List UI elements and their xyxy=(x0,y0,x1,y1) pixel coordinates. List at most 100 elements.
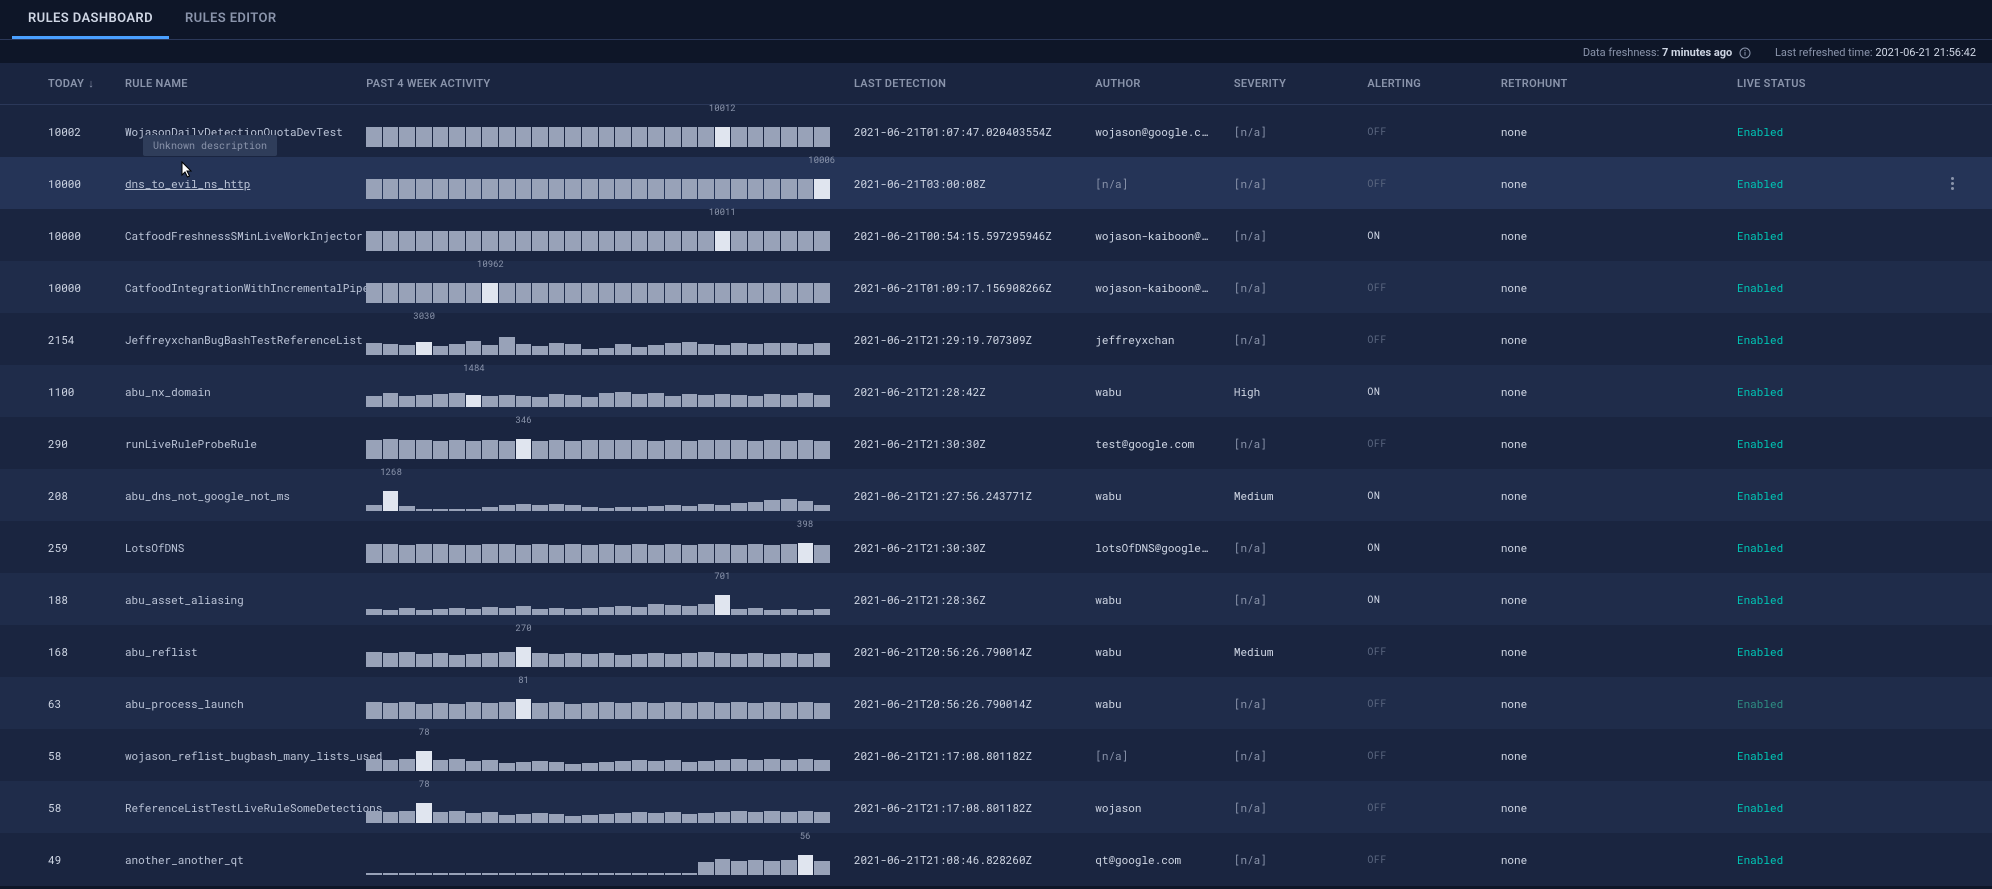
rule-name-link[interactable]: wojason_reflist_bugbash_many_lists_used xyxy=(125,748,382,763)
rule-name-link[interactable]: abu_dns_not_google_not_ms xyxy=(125,488,290,503)
spark-bar xyxy=(532,873,548,875)
cell-rulename[interactable]: CatfoodIntegrationWithIncrementalPipelin… xyxy=(113,261,354,313)
spark-bar xyxy=(781,499,797,511)
tab-rules-editor[interactable]: RULES EDITOR xyxy=(169,0,293,39)
cell-livestatus[interactable]: Enabled xyxy=(1725,313,1930,365)
cell-alerting[interactable]: OFF xyxy=(1355,729,1488,781)
table-row[interactable]: 168abu_reflist2702021-06-21T20:56:26.790… xyxy=(0,625,1992,677)
tab-rules-dashboard[interactable]: RULES DASHBOARD xyxy=(12,0,169,39)
col-header-actions[interactable] xyxy=(1930,63,1992,105)
spark-bar xyxy=(798,543,814,563)
cell-livestatus[interactable]: Enabled xyxy=(1725,625,1930,677)
col-header-author[interactable]: AUTHOR xyxy=(1083,63,1222,105)
col-header-alerting[interactable]: ALERTING xyxy=(1355,63,1488,105)
cell-alerting[interactable]: ON xyxy=(1355,365,1488,417)
spark-bar xyxy=(632,347,648,355)
table-row[interactable]: 290runLiveRuleProbeRule3462021-06-21T21:… xyxy=(0,417,1992,469)
rule-name-link[interactable]: WojasonDailyDetectionQuotaDevTest xyxy=(125,124,343,139)
cell-rulename[interactable]: wojason_reflist_bugbash_many_lists_used xyxy=(113,729,354,781)
spark-peak-label: 270 xyxy=(515,623,531,634)
cell-livestatus[interactable]: Enabled xyxy=(1725,781,1930,833)
table-row[interactable]: 58wojason_reflist_bugbash_many_lists_use… xyxy=(0,729,1992,781)
cell-rulename[interactable]: CatfoodFreshnessSMinLiveWorkInjector xyxy=(113,209,354,261)
cell-livestatus[interactable]: Enabled xyxy=(1725,365,1930,417)
cell-alerting[interactable]: ON xyxy=(1355,209,1488,261)
col-header-detection[interactable]: LAST DETECTION xyxy=(842,63,1083,105)
cell-livestatus[interactable]: Enabled xyxy=(1725,677,1930,729)
cell-livestatus[interactable]: Enabled xyxy=(1725,105,1930,158)
cell-alerting[interactable]: OFF xyxy=(1355,105,1488,158)
cell-severity: [n/a] xyxy=(1222,833,1355,885)
rule-name-link[interactable]: dns_to_evil_ns_http xyxy=(125,176,250,191)
table-row[interactable]: 1100abu_nx_domain14842021-06-21T21:28:42… xyxy=(0,365,1992,417)
table-row[interactable]: 10000CatfoodIntegrationWithIncrementalPi… xyxy=(0,261,1992,313)
cell-alerting[interactable]: OFF xyxy=(1355,417,1488,469)
cell-rulename[interactable]: abu_dns_not_google_not_ms xyxy=(113,469,354,521)
cell-alerting[interactable]: OFF xyxy=(1355,833,1488,885)
cell-rulename[interactable]: runLiveRuleProbeRule xyxy=(113,417,354,469)
cell-rulename[interactable]: another_another_qt xyxy=(113,833,354,885)
col-header-severity[interactable]: SEVERITY xyxy=(1222,63,1355,105)
table-row[interactable]: 188abu_asset_aliasing7012021-06-21T21:28… xyxy=(0,573,1992,625)
cell-alerting[interactable]: OFF xyxy=(1355,157,1488,209)
cell-alerting[interactable]: OFF xyxy=(1355,677,1488,729)
cell-alerting[interactable]: ON xyxy=(1355,521,1488,573)
spark-bar xyxy=(814,343,830,355)
spark-bar xyxy=(748,231,764,251)
table-row[interactable]: 2154JeffreyxchanBugBashTestReferenceList… xyxy=(0,313,1992,365)
cell-rulename[interactable]: abu_asset_aliasing xyxy=(113,573,354,625)
table-row[interactable]: 10000CatfoodFreshnessSMinLiveWorkInjecto… xyxy=(0,209,1992,261)
cell-livestatus[interactable]: Enabled xyxy=(1725,261,1930,313)
col-header-retrohunt[interactable]: RETROHUNT xyxy=(1489,63,1725,105)
table-row[interactable]: 49another_another_qt562021-06-21T21:08:4… xyxy=(0,833,1992,885)
rule-name-link[interactable]: another_another_qt xyxy=(125,852,244,867)
rule-name-link[interactable]: LotsOfDNS xyxy=(125,540,184,555)
cell-livestatus[interactable]: Enabled xyxy=(1725,469,1930,521)
col-header-activity[interactable]: PAST 4 WEEK ACTIVITY xyxy=(354,63,842,105)
cell-alerting[interactable]: ON xyxy=(1355,573,1488,625)
table-row[interactable]: 259LotsOfDNS3982021-06-21T21:30:30ZlotsO… xyxy=(0,521,1992,573)
col-header-rulename[interactable]: RULE NAME xyxy=(113,63,354,105)
cell-livestatus[interactable]: Enabled xyxy=(1725,417,1930,469)
rule-name-link[interactable]: CatfoodIntegrationWithIncrementalPipelin… xyxy=(125,280,396,295)
cell-rulename[interactable]: abu_nx_domain xyxy=(113,365,354,417)
cell-rulename[interactable]: WojasonDailyDetectionQuotaDevTest xyxy=(113,105,354,158)
rule-name-link[interactable]: abu_process_launch xyxy=(125,696,244,711)
cell-livestatus[interactable]: Enabled xyxy=(1725,573,1930,625)
rule-name-link[interactable]: abu_asset_aliasing xyxy=(125,592,244,607)
cell-alerting[interactable]: ON xyxy=(1355,469,1488,521)
table-row[interactable]: 10000dns_to_evil_ns_httpUnknown descript… xyxy=(0,157,1992,209)
cell-livestatus[interactable]: Enabled xyxy=(1725,729,1930,781)
rule-name-link[interactable]: abu_reflist xyxy=(125,644,198,659)
cell-rulename[interactable]: LotsOfDNS xyxy=(113,521,354,573)
table-row[interactable]: 10002WojasonDailyDetectionQuotaDevTest10… xyxy=(0,105,1992,158)
cell-rulename[interactable]: JeffreyxchanBugBashTestReferenceList xyxy=(113,313,354,365)
cell-rulename[interactable]: ReferenceListTestLiveRuleSomeDetections xyxy=(113,781,354,833)
rule-name-link[interactable]: runLiveRuleProbeRule xyxy=(125,436,257,451)
cell-livestatus[interactable]: Enabled xyxy=(1725,157,1930,209)
kebab-icon[interactable] xyxy=(1942,173,1962,193)
table-row[interactable]: 58ReferenceListTestLiveRuleSomeDetection… xyxy=(0,781,1992,833)
spark-bar xyxy=(748,502,764,511)
table-row[interactable]: 208abu_dns_not_google_not_ms12682021-06-… xyxy=(0,469,1992,521)
cell-alerting[interactable]: OFF xyxy=(1355,313,1488,365)
cell-rulename[interactable]: dns_to_evil_ns_httpUnknown description xyxy=(113,157,354,209)
cell-alerting[interactable]: OFF xyxy=(1355,261,1488,313)
col-header-today[interactable]: TODAY↓ xyxy=(0,63,113,105)
cell-alerting[interactable]: OFF xyxy=(1355,781,1488,833)
cell-livestatus[interactable]: Enabled xyxy=(1725,521,1930,573)
cell-rulename[interactable]: abu_process_launch xyxy=(113,677,354,729)
spark-bar xyxy=(665,505,681,511)
col-header-livestatus[interactable]: LIVE STATUS xyxy=(1725,63,1930,105)
cell-rulename[interactable]: abu_reflist xyxy=(113,625,354,677)
rule-name-link[interactable]: CatfoodFreshnessSMinLiveWorkInjector xyxy=(125,228,363,243)
rule-name-link[interactable]: abu_nx_domain xyxy=(125,384,211,399)
rule-name-link[interactable]: ReferenceListTestLiveRuleSomeDetections xyxy=(125,800,382,815)
cell-livestatus[interactable]: Enabled xyxy=(1725,209,1930,261)
table-row[interactable]: 63abu_process_launch812021-06-21T20:56:2… xyxy=(0,677,1992,729)
spark-bar xyxy=(682,545,698,563)
cell-livestatus[interactable]: Enabled xyxy=(1725,833,1930,885)
info-icon[interactable] xyxy=(1739,47,1751,59)
rule-name-link[interactable]: JeffreyxchanBugBashTestReferenceList xyxy=(125,332,363,347)
cell-alerting[interactable]: OFF xyxy=(1355,625,1488,677)
